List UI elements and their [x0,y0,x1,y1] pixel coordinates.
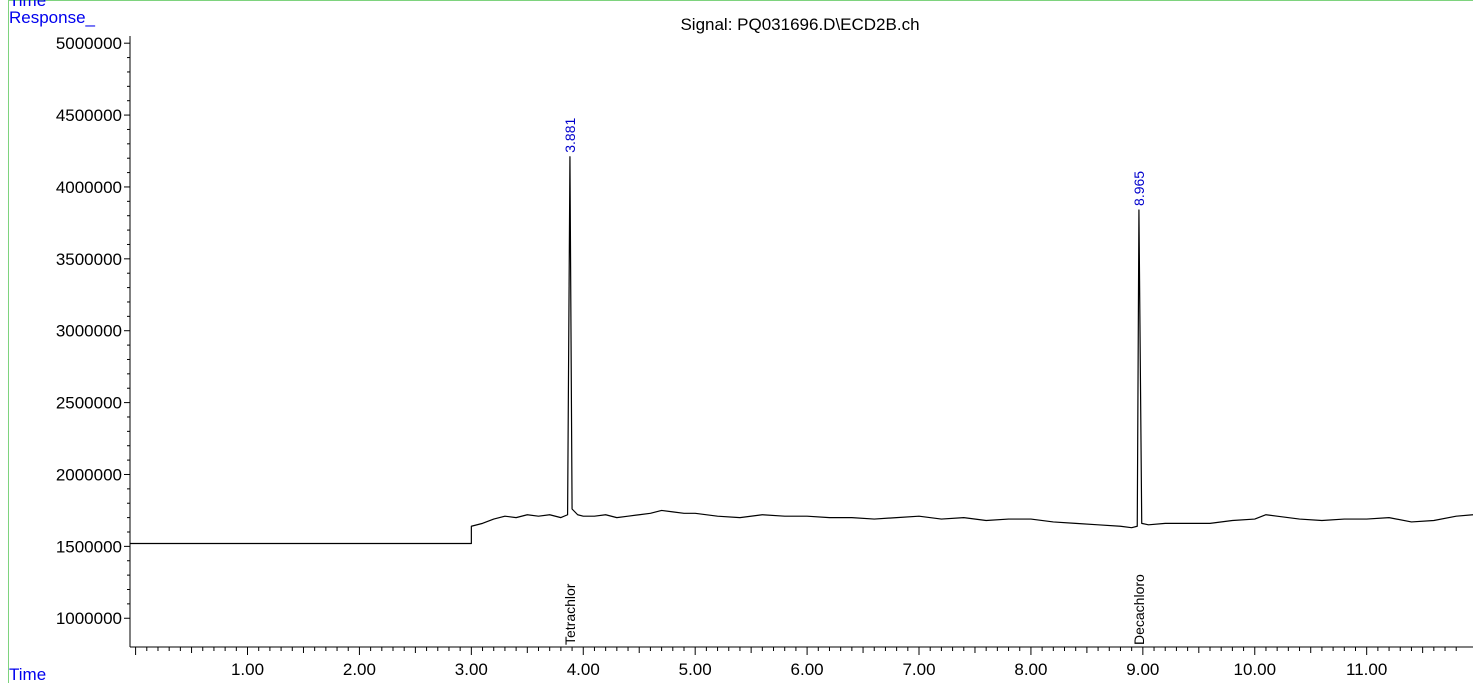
x-tick-label: 8.00 [1014,660,1047,679]
x-tick-label: 10.00 [1233,660,1276,679]
x-tick-label: 6.00 [791,660,824,679]
y-axis-label: Response_ [9,8,96,27]
y-tick-label: 1500000 [56,537,122,556]
peak-time-annotation: 3.881 [562,118,578,153]
x-tick-label: 9.00 [1126,660,1159,679]
compound-label: Decachloro [1131,574,1147,645]
labels: 3.881 8.965 Tetrachlor Decachloro [562,118,1147,645]
y-tick-label: 4000000 [56,178,122,197]
corner-time-label: Time [9,0,47,10]
x-tick-label: 2.00 [343,660,376,679]
x-tick-label: 3.00 [455,660,488,679]
y-tick-label: 3500000 [56,250,122,269]
x-tick-label: 11.00 [1346,660,1387,679]
x-tick-label: 1.00 [231,660,264,679]
x-tick-label: 5.00 [679,660,712,679]
compound-label: Tetrachlor [562,583,578,645]
chart-title: Signal: PQ031696.D\ECD2B.ch [680,15,920,34]
y-tick-label: 2500000 [56,394,122,413]
ticks: 1000000 1500000 2000000 2500000 3000000 35000… [56,34,1457,679]
y-tick-label: 3000000 [56,322,122,341]
y-tick-label: 4500000 [56,106,122,125]
trace [130,156,1473,545]
y-tick-label: 2000000 [56,465,122,484]
signal-trace [130,156,1473,545]
axes [129,36,1473,648]
x-tick-label: 7.00 [902,660,935,679]
x-axis-label: Time [9,665,47,684]
peak-time-annotation: 8.965 [1131,171,1147,206]
y-tick-label: 1000000 [56,609,122,628]
x-tick-label: 4.00 [567,660,600,679]
y-tick-label: 5000000 [56,34,122,53]
